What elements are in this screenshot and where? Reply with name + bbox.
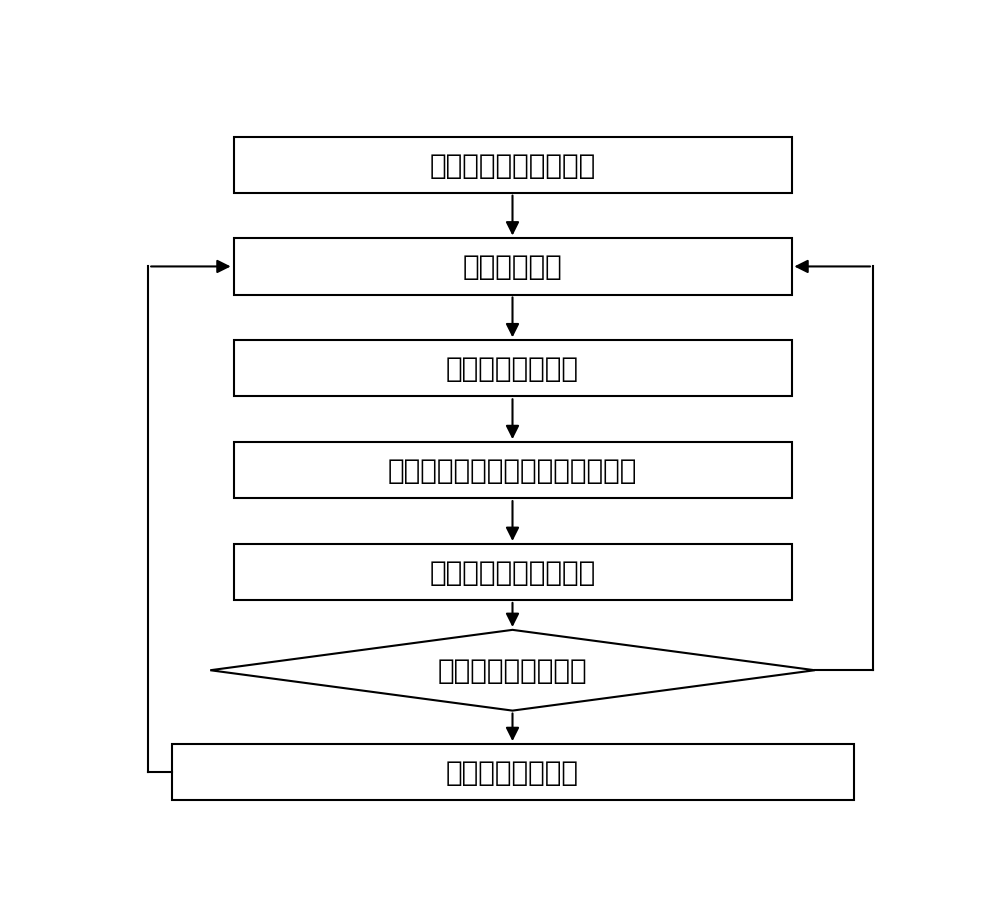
FancyBboxPatch shape [234, 544, 792, 600]
FancyBboxPatch shape [234, 239, 792, 295]
Text: 计算时间增量下的里程: 计算时间增量下的里程 [429, 558, 596, 587]
Text: 遍历批次对象: 遍历批次对象 [463, 253, 562, 281]
Text: 是否大于本管段长度: 是否大于本管段长度 [438, 657, 587, 684]
FancyBboxPatch shape [234, 443, 792, 498]
FancyBboxPatch shape [172, 744, 854, 800]
Text: 获取批次当前管段: 获取批次当前管段 [446, 355, 579, 383]
Text: 获取管段实时流速和当量管道长度: 获取管段实时流速和当量管道长度 [388, 456, 637, 485]
FancyBboxPatch shape [234, 138, 792, 193]
FancyBboxPatch shape [234, 341, 792, 397]
Text: 逐一更新管道模型对象: 逐一更新管道模型对象 [429, 151, 596, 179]
Text: 批次当前管段加一: 批次当前管段加一 [446, 758, 579, 786]
Polygon shape [210, 630, 815, 711]
